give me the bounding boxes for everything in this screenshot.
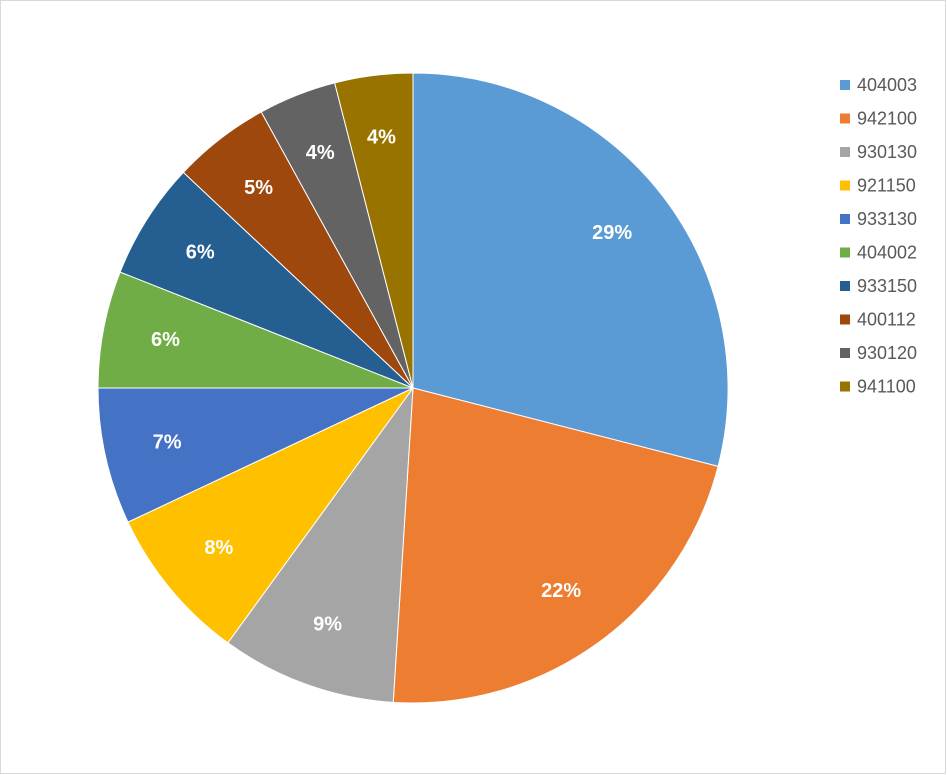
legend-label: 400112 [857, 309, 916, 329]
legend-label: 921150 [857, 175, 916, 195]
legend-label: 933150 [857, 276, 917, 296]
legend-swatch [840, 247, 850, 258]
legend-label: 930130 [857, 142, 917, 162]
data-label: 6% [151, 329, 180, 351]
data-label: 4% [306, 142, 335, 164]
legend-swatch [840, 113, 850, 124]
legend-swatch [840, 281, 850, 291]
data-label: 5% [244, 177, 273, 199]
legend-label: 930120 [857, 343, 917, 363]
legend-swatch [840, 381, 850, 392]
legend-swatch [840, 214, 850, 224]
pie-slice [127, 387, 414, 644]
pie-slice [97, 271, 414, 389]
legend-label: 941100 [857, 376, 916, 396]
data-label: 8% [204, 537, 233, 559]
legend-swatch [840, 348, 850, 358]
pie-slice [119, 171, 414, 389]
legend-label: 404003 [857, 75, 917, 95]
data-label: 6% [186, 241, 215, 263]
pie-slice [227, 386, 414, 703]
data-label: 22% [541, 580, 581, 602]
pie-slice [392, 387, 719, 704]
legend-swatch [840, 80, 850, 90]
data-label: 9% [313, 613, 342, 635]
legend-label: 933130 [857, 209, 917, 229]
legend-swatch [840, 180, 850, 191]
legend-swatch [840, 314, 850, 325]
legend-swatch [840, 147, 850, 157]
data-label: 29% [592, 222, 632, 244]
legend-label: 404002 [857, 242, 917, 262]
data-label: 7% [153, 431, 182, 453]
pie-slice [97, 387, 414, 523]
pie-slice [412, 72, 729, 467]
legend-label: 942100 [857, 108, 917, 128]
data-label: 4% [367, 126, 396, 148]
pie-slice [334, 72, 414, 389]
